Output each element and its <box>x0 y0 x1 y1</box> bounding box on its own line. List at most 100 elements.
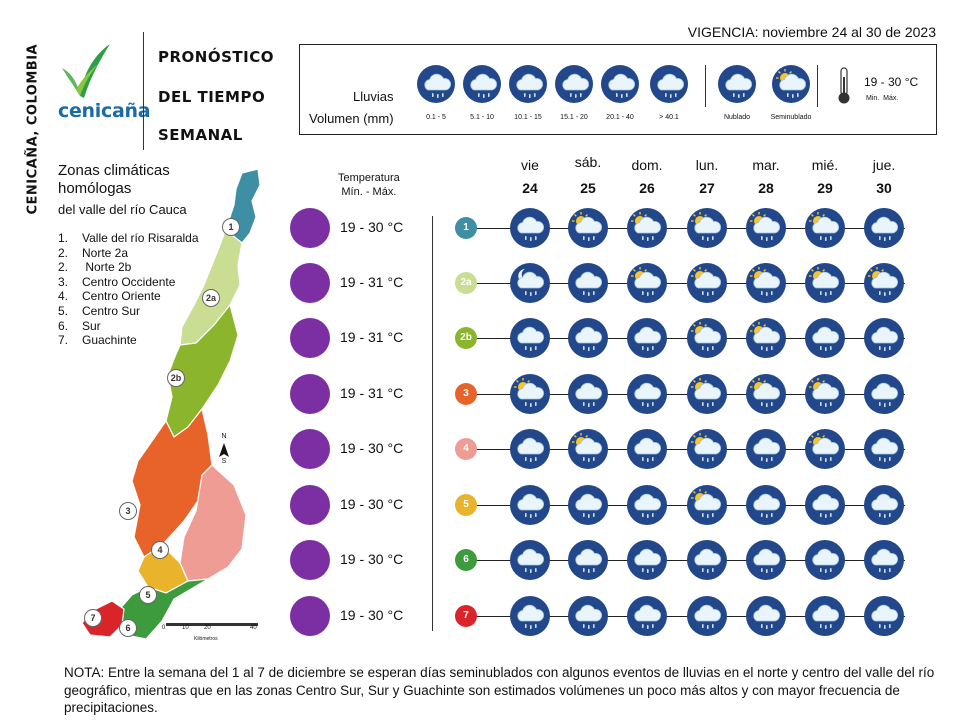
map-badge-2a: 2a <box>202 289 220 307</box>
cloudy-rain-icon <box>568 374 608 414</box>
legend-range-label: 20.1 - 40 <box>606 114 634 121</box>
legend-divider-1 <box>705 65 706 107</box>
temperature-header-line-2: Mín. - Máx. <box>341 186 397 198</box>
zone-list-number: 6. <box>58 318 69 333</box>
map-badge-5: 5 <box>139 586 157 604</box>
partly-cloudy-rain-icon <box>805 429 845 469</box>
temperature-value: 19 - 30 °C <box>340 607 404 623</box>
legend-temp-example: 19 - 30 °C <box>864 75 919 89</box>
legend-box: Lluvias Volumen (mm) 0.1 - 5 5.1 - 10 10.1… <box>299 44 937 135</box>
scale-tick: 20 <box>204 625 211 631</box>
temperature-dot <box>290 318 330 358</box>
partly-cloudy-rain-icon <box>746 263 786 303</box>
legend-range-label: 15.1 - 20 <box>560 114 588 121</box>
cenicana-logo <box>58 42 114 105</box>
temperature-header-line-1: Temperatura <box>338 172 400 184</box>
legend-range-label: 5.1 - 10 <box>470 114 494 121</box>
temperature-dot <box>290 429 330 469</box>
map-badge-7: 7 <box>84 609 102 627</box>
cloudy-rain-icon <box>805 318 845 358</box>
row-line <box>465 449 905 450</box>
north-letter: N <box>221 433 227 440</box>
zone-badge: 6 <box>455 549 477 571</box>
zone-list-item: 4. Centro Oriente <box>58 289 199 304</box>
partly-cloudy-rain-icon <box>627 263 667 303</box>
row-line <box>465 283 905 284</box>
legend-range-label: 10.1 - 15 <box>514 114 542 121</box>
zone-list-number: 3. <box>58 274 69 289</box>
nublado-label: Nublado <box>723 114 751 121</box>
cloudy-rain-icon <box>568 596 608 636</box>
day-number: 30 <box>876 180 892 196</box>
cloudy-rain-icon <box>568 263 608 303</box>
zone-list-number: 4. <box>58 289 69 304</box>
temperature-value: 19 - 30 °C <box>340 219 404 235</box>
scale-unit: Kilómetros <box>194 636 218 642</box>
temperature-value: 19 - 30 °C <box>340 440 404 456</box>
thermometer-icon <box>837 67 851 110</box>
cloudy-rain-icon <box>568 485 608 525</box>
min-max-label: Min. Máx. <box>866 95 899 102</box>
row-line <box>465 505 905 506</box>
title-divider <box>143 32 144 150</box>
cloudy-rain-icon <box>510 540 550 580</box>
cloudy-rain-icon <box>805 485 845 525</box>
title-line-2: DEL TIEMPO <box>158 88 266 106</box>
zone-list-name: Centro Sur <box>82 303 141 318</box>
zone-list-name: Norte 2b <box>82 260 132 275</box>
side-label: CENICAÑA, COLOMBIA <box>25 43 41 215</box>
partly-cloudy-rain-icon <box>746 208 786 248</box>
legend-divider-2 <box>817 65 818 107</box>
note-text: NOTA: Entre la semana del 1 al 7 de dici… <box>64 665 935 715</box>
legend-rain-icon <box>509 65 547 103</box>
north-arrow-icon <box>218 443 230 464</box>
zone-list-number: 5. <box>58 303 69 318</box>
partly-cloudy-rain-icon <box>864 263 904 303</box>
zone-list-number: 1. <box>58 231 69 245</box>
temperature-dot <box>290 208 330 248</box>
zones-title-line-1: Zonas climáticas <box>58 162 170 179</box>
temperature-dot <box>290 374 330 414</box>
cloudy-rain-icon <box>746 485 786 525</box>
cloudy-rain-icon <box>746 540 786 580</box>
day-name: sáb. <box>574 154 602 170</box>
partly-cloudy-rain-icon <box>568 208 608 248</box>
zone-list-name: Norte 2a <box>82 245 129 260</box>
zone-list-item: 6. Sur <box>58 319 199 334</box>
zones-title-line-2: homólogas <box>58 180 132 197</box>
legend-rain-icon <box>601 65 639 103</box>
temperature-value: 19 - 31 °C <box>340 329 404 345</box>
zone-list-item: 2. Norte 2b <box>58 260 199 275</box>
map-badge-3: 3 <box>119 502 137 520</box>
cloudy-icon <box>718 65 756 103</box>
partly-cloudy-rain-icon <box>805 263 845 303</box>
row-line <box>465 394 905 395</box>
cloudy-rain-icon <box>746 429 786 469</box>
cloudy-rain-icon <box>864 540 904 580</box>
cloudy-rain-icon <box>864 318 904 358</box>
temperature-dot <box>290 263 330 303</box>
zone-badge: 7 <box>455 605 477 627</box>
cloudy-rain-icon <box>627 540 667 580</box>
day-name: mar. <box>752 157 780 173</box>
cloudy-rain-icon <box>864 485 904 525</box>
cloudy-rain-icon <box>864 374 904 414</box>
cloudy-rain-icon <box>627 429 667 469</box>
zones-title: Zonas climáticas homólogas <box>58 162 170 198</box>
legend-rain-icon <box>463 65 501 103</box>
legend-range-label: 0.1 - 5 <box>426 114 446 121</box>
cloudy-rain-icon <box>805 540 845 580</box>
temperature-value: 19 - 31 °C <box>340 385 404 401</box>
map-zone-4 <box>179 464 247 582</box>
lluvias-label: Lluvias <box>353 89 394 104</box>
day-number: 27 <box>699 180 715 196</box>
row-line <box>465 560 905 561</box>
map-badge-4: 4 <box>151 541 169 559</box>
logo-text: cenicaña <box>58 100 151 122</box>
day-number: 29 <box>817 180 833 196</box>
zone-badge: 5 <box>455 494 477 516</box>
zone-list-name: Centro Oriente <box>82 289 161 304</box>
cloudy-rain-icon <box>510 429 550 469</box>
zone-list-item: 5. Centro Sur <box>58 304 199 319</box>
zone-list-item: 1. Valle del río Risaralda <box>58 231 199 246</box>
